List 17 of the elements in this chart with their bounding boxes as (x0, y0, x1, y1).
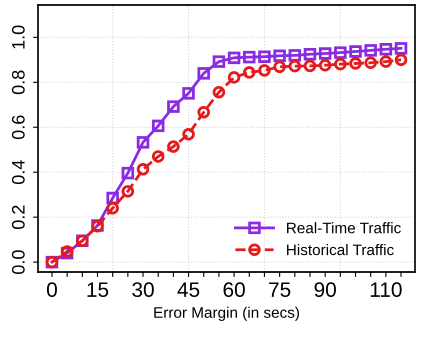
x-axis-title: Error Margin (in secs) (154, 306, 299, 321)
y-tick-label: 0.8 (12, 70, 25, 94)
y-tick-label: 1.0 (12, 26, 25, 49)
x-tick-label: 110 (370, 282, 402, 298)
x-tick-label: 45 (177, 282, 200, 298)
x-tick-label: 60 (224, 282, 245, 298)
y-tick-label: 0.4 (12, 160, 25, 184)
x-tick-label: 75 (269, 282, 290, 298)
y-tick-label: 0.0 (12, 250, 25, 274)
x-tick-label: 15 (88, 282, 108, 298)
legend-label: Real-Time Traffic (287, 222, 401, 234)
x-tick-label: 90 (314, 282, 336, 298)
x-tick-label: 0 (46, 282, 57, 298)
x-tick-label: 30 (132, 282, 154, 298)
y-tick-label: 0.2 (12, 206, 25, 230)
legend-label: Historical Traffic (287, 244, 394, 256)
y-tick-label: 0.6 (12, 116, 25, 140)
